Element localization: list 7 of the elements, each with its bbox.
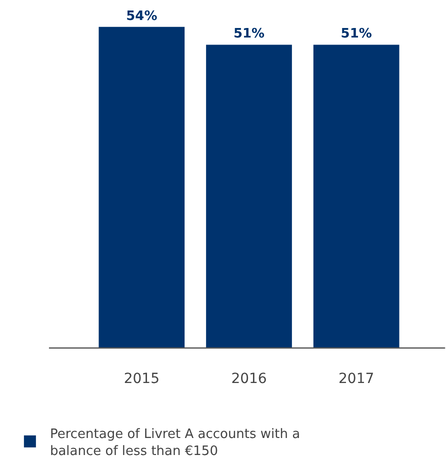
x-tick-label: 2017 [338,371,374,387]
data-label: 54% [126,8,158,24]
data-label: 51% [233,26,265,42]
x-tick-label: 2016 [231,371,267,387]
legend-label: Percentage of Livret A accounts with a balance of less than €150 [50,427,300,459]
x-tick-label: 2015 [124,371,160,387]
data-label: 51% [340,26,372,42]
